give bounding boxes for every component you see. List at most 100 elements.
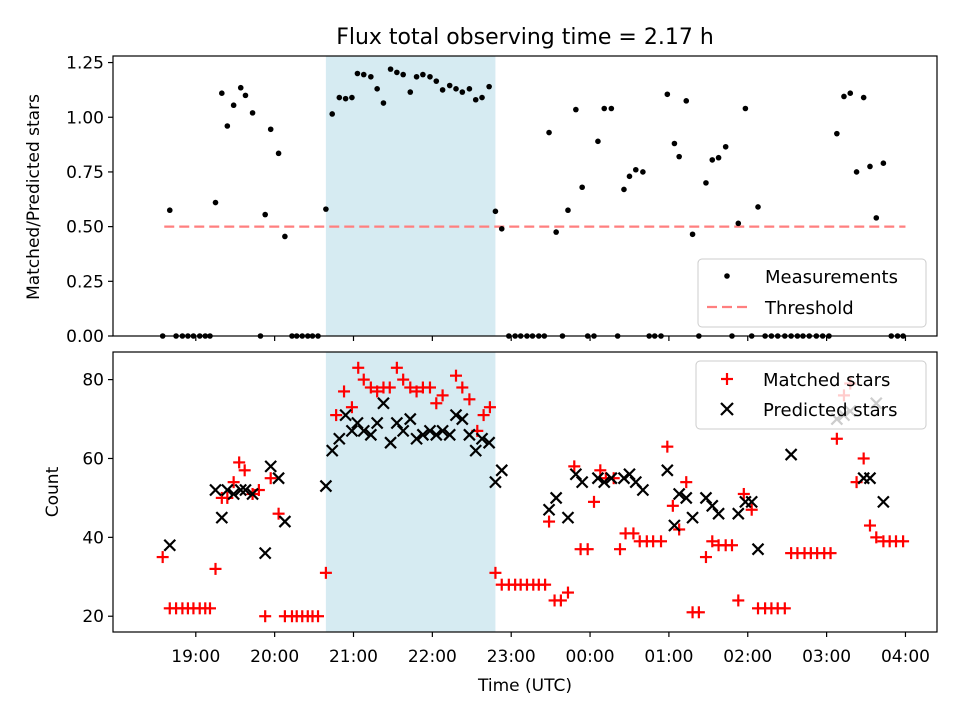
matched-star-point (655, 535, 668, 548)
matched-star-point (737, 487, 750, 500)
predicted-star-point (423, 424, 437, 438)
matched-star-point (397, 373, 410, 386)
matched-star-point (209, 562, 222, 575)
measurement-point (689, 231, 696, 238)
measurement-point (242, 92, 249, 99)
top-legend: Measurements Threshold (697, 258, 927, 328)
measurement-point (262, 211, 268, 218)
predicted-star-point (668, 519, 681, 532)
predicted-star-point (489, 475, 502, 489)
predicted-star-point (661, 464, 674, 477)
matched-star-point (330, 409, 343, 422)
measurement-point (735, 220, 742, 227)
matched-star-point (463, 393, 476, 406)
top-y-tick-label: 1.25 (66, 54, 104, 74)
predicted-star-point (163, 538, 177, 552)
predicted-star-point (456, 412, 469, 426)
predicted-star-point (345, 424, 359, 438)
matched-star-point (587, 495, 600, 508)
matched-star-point (857, 452, 870, 465)
measurement-point (439, 87, 446, 93)
predicted-star-point (699, 491, 713, 505)
top-y-tick-label: 0.25 (66, 272, 104, 292)
predicted-star-point (561, 511, 575, 524)
bottom-x-axis: 19:00 20:00 21:00 22:00 23:00 00:00 01:00 02:00… (171, 632, 930, 667)
matched-star-point (699, 551, 712, 564)
predicted-star-point (246, 487, 259, 501)
matched-star-point (430, 397, 443, 410)
measurement-point (427, 73, 433, 80)
predicted-star-point (863, 471, 877, 485)
measurement-point (249, 110, 256, 116)
measurement-point (374, 86, 380, 92)
top-y-tick-label: 0.00 (66, 327, 104, 347)
predicted-star-point (436, 424, 449, 438)
predicted-star-point (215, 511, 229, 524)
predicted-star-point (732, 507, 745, 520)
x-tick-label: 23:00 (487, 647, 536, 667)
measurement-point (446, 82, 453, 89)
measurement-point (553, 229, 559, 235)
x-tick-label: 03:00 (802, 647, 851, 667)
measurement-point (640, 169, 646, 175)
legend-measurements-marker (724, 273, 730, 279)
measurement-point (608, 105, 615, 112)
predicted-star-point (542, 503, 556, 517)
predicted-star-point (705, 499, 719, 513)
predicted-star-point (430, 428, 443, 442)
matched-star-point (252, 484, 265, 497)
matched-star-point (539, 578, 552, 591)
top-y-axis-label: Matched/Predicted stars (24, 94, 44, 300)
x-axis-label: Time (UTC) (477, 676, 572, 696)
predicted-star-point (234, 483, 248, 497)
matched-star-point (238, 464, 251, 477)
measurement-point (601, 105, 608, 112)
matched-star-point (568, 460, 581, 473)
matched-star-point (357, 373, 370, 386)
matched-star-point (543, 515, 556, 528)
matched-star-point (706, 535, 719, 548)
measurement-point (230, 102, 237, 109)
bottom-y-tick-label: 20 (82, 607, 104, 627)
matched-star-point (319, 566, 332, 579)
predicted-star-point (357, 424, 371, 438)
predicted-star-point (278, 515, 292, 528)
measurement-point (394, 69, 400, 76)
bottom-panel: 19:00 20:00 21:00 22:00 23:00 00:00 01:00 02:00… (43, 351, 938, 696)
predicted-star-point (623, 467, 636, 481)
predicted-star-point (325, 444, 339, 457)
matched-star-point (423, 381, 436, 394)
measurement-point (349, 94, 355, 101)
matched-star-point (483, 401, 496, 414)
x-tick-label: 02:00 (723, 647, 772, 667)
top-y-tick-label: 0.50 (66, 218, 104, 238)
predicted-star-point (636, 483, 650, 497)
measurement-point (282, 233, 288, 240)
legend-matched-marker (721, 373, 733, 385)
matched-star-point (581, 543, 594, 556)
measurement-point (486, 83, 492, 90)
matched-star-point (725, 539, 738, 552)
predicted-star-point (339, 408, 352, 422)
matched-star-point (778, 602, 791, 615)
matched-star-point (477, 409, 490, 422)
predicted-star-point (416, 428, 430, 442)
predicted-star-point (549, 491, 563, 505)
legend-threshold-label: Threshold (764, 298, 854, 319)
matched-star-point (450, 369, 463, 382)
measurement-point (595, 138, 601, 145)
predicted-star-point (364, 428, 378, 442)
matched-star-point (661, 440, 674, 453)
measurement-point (336, 94, 343, 101)
measurement-point (573, 106, 579, 113)
measurement-point (237, 84, 244, 91)
top-y-tick-label: 1.00 (66, 108, 104, 128)
predicted-star-point (390, 416, 404, 430)
matched-star-point (345, 401, 358, 414)
measurement-point (860, 94, 867, 101)
top-y-tick-label: 0.75 (66, 163, 104, 183)
predicted-star-point (463, 428, 476, 442)
matched-star-point (830, 432, 843, 445)
matched-star-point (456, 381, 469, 394)
